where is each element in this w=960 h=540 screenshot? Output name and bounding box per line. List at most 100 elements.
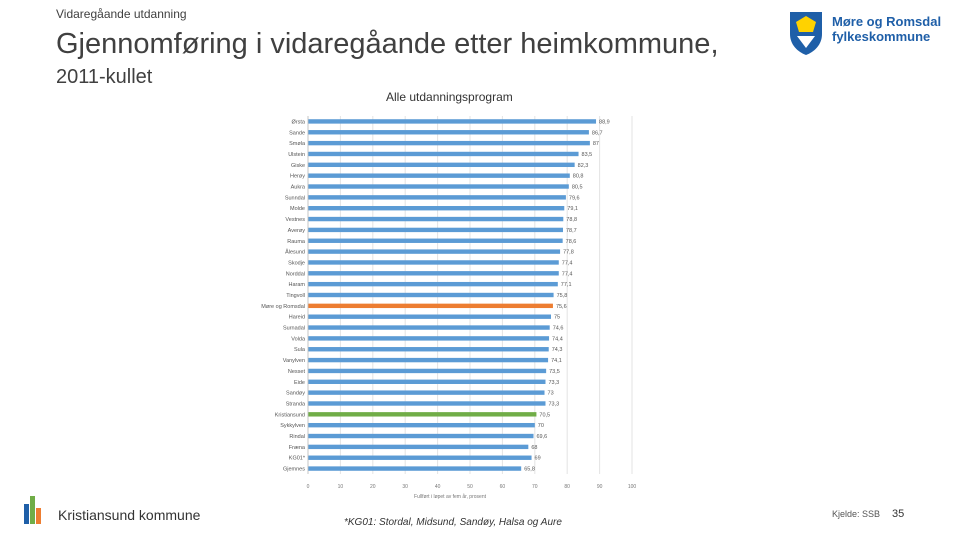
- data-label: 73,5: [549, 369, 560, 375]
- category-label: Volda: [291, 336, 306, 342]
- x-tick-label: 10: [338, 484, 344, 490]
- bar: [308, 466, 522, 471]
- x-tick-label: 30: [402, 484, 408, 490]
- data-label: 69,6: [537, 434, 548, 440]
- footnote: *KG01: Stordal, Midsund, Sandøy, Halsa o…: [344, 517, 562, 528]
- category-label: Møre og Romsdal: [261, 304, 305, 310]
- data-label: 78,7: [566, 228, 577, 234]
- x-tick-label: 0: [307, 484, 310, 490]
- breadcrumb: Vidaregåande utdanning: [56, 7, 187, 21]
- category-label: Hareid: [289, 315, 305, 321]
- bar: [308, 390, 545, 395]
- category-label: Ørsta: [292, 119, 306, 125]
- data-label: 73: [548, 391, 554, 397]
- bar: [308, 206, 565, 211]
- bar: [308, 357, 549, 363]
- data-label: 68: [531, 445, 537, 451]
- data-label: 77,1: [561, 282, 572, 288]
- kristiansund-logo-icon: [24, 494, 44, 526]
- x-tick-label: 40: [435, 484, 441, 490]
- data-label: 74,6: [553, 326, 564, 332]
- category-label: Vestnes: [285, 217, 305, 223]
- data-label: 78,6: [566, 239, 577, 245]
- category-label: Giske: [291, 163, 305, 169]
- bar: [308, 433, 534, 439]
- bar: [308, 173, 570, 178]
- category-label: Sykkylven: [280, 423, 305, 429]
- category-label: Rindal: [289, 434, 305, 440]
- bar: [308, 184, 569, 189]
- x-tick-label: 20: [370, 484, 376, 490]
- bar: [308, 303, 553, 309]
- data-label: 74,1: [551, 358, 562, 364]
- category-label: Vanylven: [283, 358, 305, 364]
- bar: [308, 422, 535, 428]
- bar: [308, 401, 546, 406]
- data-label: 69: [535, 456, 541, 462]
- category-label: KG01*: [289, 456, 306, 462]
- category-label: Eide: [294, 380, 305, 386]
- category-label: Aukra: [291, 185, 306, 191]
- data-label: 73,3: [548, 401, 559, 407]
- bar: [308, 227, 563, 233]
- data-label: 77,8: [563, 250, 574, 256]
- source-label: Kjelde: SSB: [832, 509, 881, 519]
- bar: [308, 281, 558, 287]
- data-label: 88,9: [599, 119, 610, 125]
- category-label: Stranda: [286, 401, 306, 407]
- category-label: Fræna: [289, 445, 306, 451]
- category-label: Sunndal: [285, 195, 305, 201]
- data-label: 73,3: [548, 380, 559, 386]
- x-tick-label: 80: [564, 484, 570, 490]
- category-label: Ålesund: [285, 249, 305, 256]
- bar: [308, 379, 546, 384]
- category-label: Sande: [289, 130, 305, 136]
- category-label: Herøy: [290, 174, 305, 180]
- bar: [308, 140, 590, 146]
- data-label: 79,6: [569, 195, 580, 201]
- category-label: Kristiansund: [275, 412, 305, 418]
- x-tick-label: 50: [467, 484, 473, 490]
- data-label: 75: [554, 315, 560, 321]
- page-title: Gjennomføring i vidaregåande etter heimk…: [56, 28, 719, 60]
- category-label: Surnadal: [283, 326, 305, 332]
- category-label: Tingvoll: [286, 293, 305, 299]
- bar-chart: 0 10 20 30 40 50 60 70 80 90 100 Ørsta 88,9 Sande 86,7…: [261, 116, 637, 500]
- bar: [308, 292, 554, 298]
- bar: [308, 455, 532, 460]
- x-axis-label: Fullført i løpet av fem år, prosent: [414, 493, 487, 500]
- data-label: 87: [593, 141, 599, 147]
- x-tick-label: 90: [597, 484, 603, 490]
- bar: [308, 368, 547, 374]
- x-tick-label: 100: [628, 484, 637, 490]
- page-subtitle: 2011-kullet: [56, 66, 153, 88]
- category-label: Ulstein: [288, 152, 305, 158]
- bar: [308, 130, 589, 135]
- logo-line-1: Møre og Romsdal: [832, 14, 942, 29]
- x-tick-label: 60: [500, 484, 506, 490]
- bar: [308, 216, 564, 222]
- data-label: 86,7: [592, 130, 603, 136]
- data-label: 74,3: [552, 347, 563, 353]
- category-label: Smøla: [289, 141, 306, 147]
- data-label: 80,5: [572, 185, 583, 191]
- data-label: 77,4: [562, 271, 573, 277]
- bar: [308, 119, 597, 124]
- data-label: 74,4: [552, 336, 563, 342]
- data-label: 65,8: [524, 467, 535, 473]
- data-label: 75,6: [556, 304, 567, 310]
- category-label: Norddal: [286, 271, 305, 277]
- chart-title: Alle utdanningsprogram: [386, 90, 513, 104]
- bar: [308, 444, 529, 450]
- category-label: Sandøy: [286, 391, 305, 397]
- bar: [308, 314, 551, 319]
- logo-line-2: fylkeskommune: [832, 29, 931, 44]
- data-label: 77,4: [562, 260, 573, 266]
- bar: [308, 195, 566, 200]
- page-number: 35: [892, 508, 905, 520]
- bar: [308, 162, 575, 168]
- data-label: 83,5: [582, 152, 593, 158]
- county-logo: Møre og Romsdal fylkeskommune: [788, 10, 948, 58]
- bar: [308, 238, 563, 243]
- bar: [308, 260, 559, 265]
